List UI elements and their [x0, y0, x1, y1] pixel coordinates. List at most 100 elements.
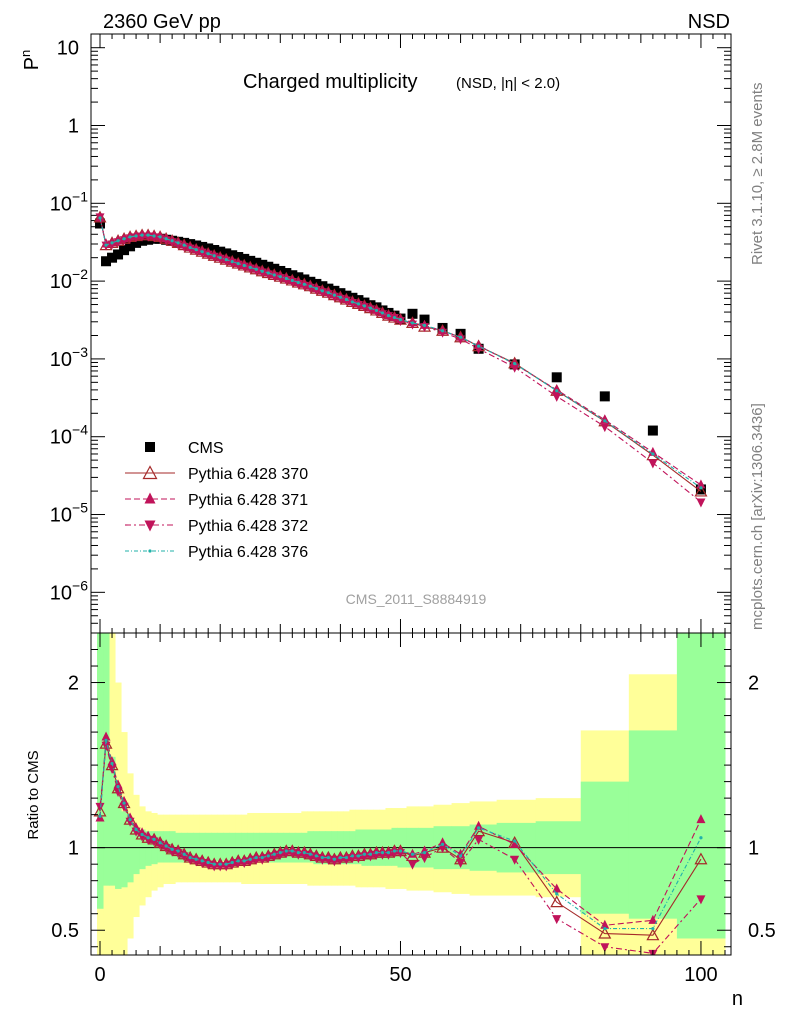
- data-point: [296, 280, 300, 285]
- green-band: [307, 831, 314, 863]
- legend-marker: [148, 549, 152, 553]
- data-point: [248, 265, 252, 270]
- ratio-point: [513, 839, 517, 843]
- green-band: [217, 832, 224, 861]
- data-point: [477, 344, 481, 348]
- ratio-y-tick-label-right: 2: [748, 673, 759, 695]
- ratio-point: [422, 851, 427, 855]
- data-point: [224, 257, 228, 262]
- ratio-point: [395, 849, 405, 859]
- ratio-point: [440, 842, 445, 846]
- y-tick-label: 10: [57, 38, 79, 60]
- data-point: [438, 328, 448, 338]
- data-point: [320, 289, 324, 293]
- ratio-point: [458, 854, 463, 858]
- green-band: [676, 633, 726, 939]
- ratio-point: [95, 802, 105, 812]
- data-point: [110, 241, 114, 245]
- ratio-point: [456, 859, 466, 869]
- data-point: [326, 291, 330, 295]
- ratio-point: [699, 836, 703, 840]
- ratio-point: [380, 851, 385, 855]
- y-tick-label-exponent: −4: [72, 422, 88, 438]
- data-point: [194, 248, 198, 252]
- ratio-point: [290, 849, 294, 853]
- legend-marker: [144, 520, 156, 532]
- data-point: [290, 278, 294, 283]
- data-point: [419, 314, 430, 325]
- ratio-point: [113, 788, 123, 798]
- green-band: [223, 832, 230, 861]
- y-tick-label-base: 10: [50, 271, 72, 293]
- watermark: CMS_2011_S8884919: [346, 591, 487, 607]
- data-point: [410, 321, 415, 325]
- x-tick-label: 50: [389, 964, 411, 986]
- data-point: [694, 484, 708, 497]
- legend-label: Pythia 6.428 371: [188, 492, 308, 509]
- ratio-point: [179, 852, 189, 862]
- data-point: [284, 276, 288, 281]
- ratio-point: [221, 862, 231, 872]
- ratio-y-label: Ratio to CMS: [25, 750, 42, 839]
- ratio-point: [218, 862, 222, 866]
- green-band: [109, 756, 116, 886]
- ratio-point: [398, 849, 403, 853]
- x-tick-label: 100: [684, 964, 717, 986]
- ratio-point: [284, 849, 288, 853]
- green-band: [211, 832, 218, 861]
- legend: CMS Pythia 6.428 370 Pythia 6.428 371 Pythi…: [125, 440, 308, 561]
- side-text-rivet: Rivet 3.1.10, ≥ 2.8M events: [749, 83, 766, 266]
- side-text-mcplots: mcplots.cern.ch [arXiv:1306.3436]: [749, 403, 766, 630]
- ratio-point: [420, 845, 430, 855]
- main-panel: Charged multiplicity (NSD, |η| < 2.0) Pn…: [18, 33, 732, 634]
- green-band: [127, 822, 134, 883]
- data-point: [600, 423, 610, 433]
- ratio-point: [338, 855, 342, 860]
- data-point: [386, 314, 391, 318]
- data-point: [119, 236, 129, 246]
- y-tick-label: 10−1: [50, 188, 88, 215]
- y-tick-label: 10−3: [50, 344, 88, 371]
- green-band: [193, 832, 200, 861]
- data-point: [314, 287, 318, 291]
- y-tick-label: 10−4: [50, 422, 88, 449]
- data-point: [128, 235, 132, 239]
- ratio-point: [646, 928, 660, 941]
- ratio-point: [510, 855, 520, 865]
- legend-marker: [144, 492, 156, 504]
- y-axis-label: Pn: [18, 50, 43, 71]
- ratio-point: [200, 859, 204, 863]
- ratio-point: [456, 848, 466, 858]
- ratio-point: [362, 852, 367, 856]
- data-point: [170, 239, 174, 243]
- data-point: [648, 459, 658, 469]
- y-tick-label-exponent: −6: [72, 577, 88, 593]
- data-point: [113, 249, 124, 260]
- y-axis-label-main: P: [21, 57, 43, 70]
- ratio-point: [134, 827, 138, 832]
- data-point: [696, 479, 706, 489]
- data-point: [260, 269, 264, 273]
- ratio-point: [302, 851, 306, 855]
- data-point: [254, 267, 258, 271]
- ratio-point: [356, 854, 361, 858]
- ratio-point: [278, 851, 282, 855]
- data-point: [338, 295, 342, 299]
- data-point: [125, 241, 136, 252]
- ratio-point: [176, 849, 180, 853]
- data-point: [107, 252, 118, 263]
- ratio-point: [128, 817, 132, 822]
- ratio-point: [98, 814, 102, 818]
- data-point: [440, 329, 445, 333]
- green-band: [628, 730, 678, 919]
- main-title: Charged multiplicity: [243, 71, 418, 93]
- ratio-point: [320, 855, 324, 860]
- y-tick-label: 1: [68, 116, 79, 138]
- ratio-point: [314, 854, 318, 858]
- legend-marker: [145, 442, 155, 452]
- data-point: [362, 304, 367, 308]
- data-point: [699, 486, 703, 490]
- ratio-point: [510, 838, 520, 848]
- data-point: [308, 284, 312, 288]
